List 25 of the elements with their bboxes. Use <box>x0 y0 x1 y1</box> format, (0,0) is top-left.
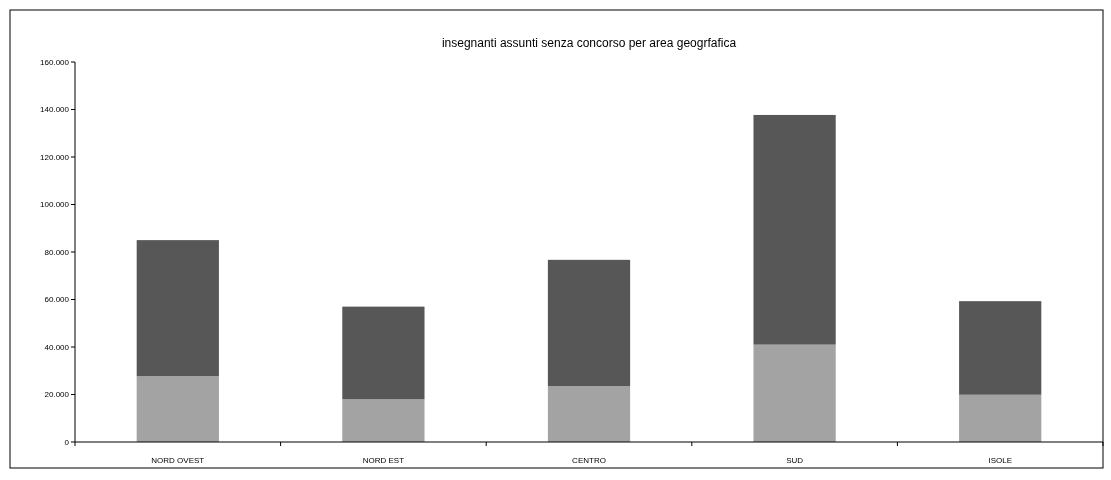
x-tick-label: NORD OVEST <box>151 456 205 465</box>
y-tick-label: 60.000 <box>44 295 70 305</box>
y-tick-label: 140.000 <box>40 105 70 115</box>
bar <box>342 306 425 400</box>
y-tick-label: 80.000 <box>44 247 70 257</box>
bar <box>753 344 836 442</box>
x-tick-label: NORD EST <box>362 456 405 465</box>
x-tick-label: SUD <box>786 456 804 465</box>
y-tick-label: 20.000 <box>44 390 70 400</box>
y-tick-label: 160.000 <box>40 57 70 67</box>
y-tick-label: 120.000 <box>40 152 70 162</box>
bar <box>753 114 836 345</box>
bar <box>136 376 219 442</box>
x-tick-label: ISOLE <box>988 456 1012 465</box>
x-tick-label: CENTRO <box>572 456 606 465</box>
chart-title: insegnanti assunti senza concorso per area geogrfafica <box>441 36 737 50</box>
bar <box>959 301 1042 395</box>
bar <box>136 240 219 377</box>
y-tick-label: 0 <box>64 437 70 447</box>
bar <box>547 386 631 442</box>
bar <box>342 399 425 442</box>
y-tick-label: 100.000 <box>40 200 70 210</box>
y-tick-label: 40.000 <box>44 342 70 352</box>
bar <box>959 394 1042 442</box>
bar <box>547 259 631 387</box>
